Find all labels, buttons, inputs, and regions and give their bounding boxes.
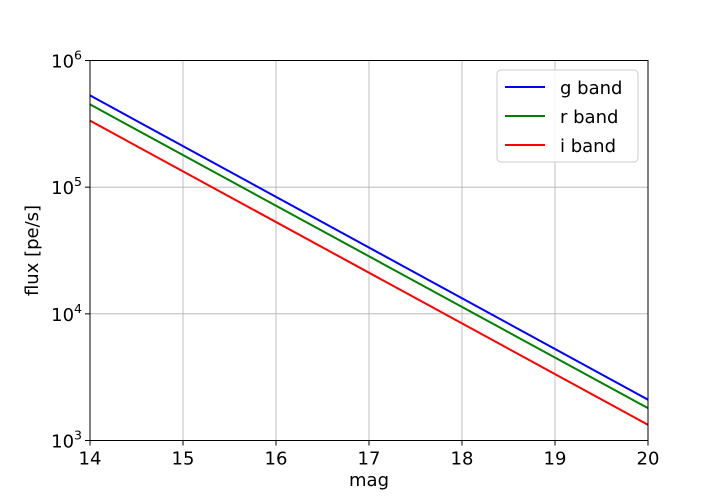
- x-axis-label: mag: [349, 470, 389, 491]
- x-tick-label: 16: [265, 449, 288, 470]
- series-line: [89, 119, 649, 426]
- x-axis-ticks: 14 15 16 17 18 19 20: [79, 440, 660, 470]
- y-tick-label: 105: [51, 174, 82, 199]
- legend-label: i band: [560, 136, 616, 157]
- x-tick-label: 15: [172, 449, 195, 470]
- x-tick-label: 18: [451, 449, 474, 470]
- y-axis-label: flux [pe/s]: [22, 205, 43, 296]
- x-tick-label: 19: [544, 449, 567, 470]
- legend-label: g band: [560, 78, 622, 99]
- y-tick-label: 104: [51, 301, 82, 326]
- plot-lines: [89, 94, 649, 426]
- series-line: [89, 103, 649, 410]
- x-tick-label: 14: [79, 449, 102, 470]
- legend-box: [496, 69, 639, 163]
- x-tick-label: 17: [358, 449, 381, 470]
- y-axis-ticks: 103 104 105 106: [51, 48, 90, 453]
- y-tick-label: 103: [51, 428, 82, 453]
- series-line: [89, 94, 649, 401]
- legend-label: r band: [560, 107, 618, 128]
- x-tick-label: 20: [637, 449, 660, 470]
- y-tick-label: 106: [51, 48, 82, 73]
- legend: g band r band i band: [496, 69, 639, 163]
